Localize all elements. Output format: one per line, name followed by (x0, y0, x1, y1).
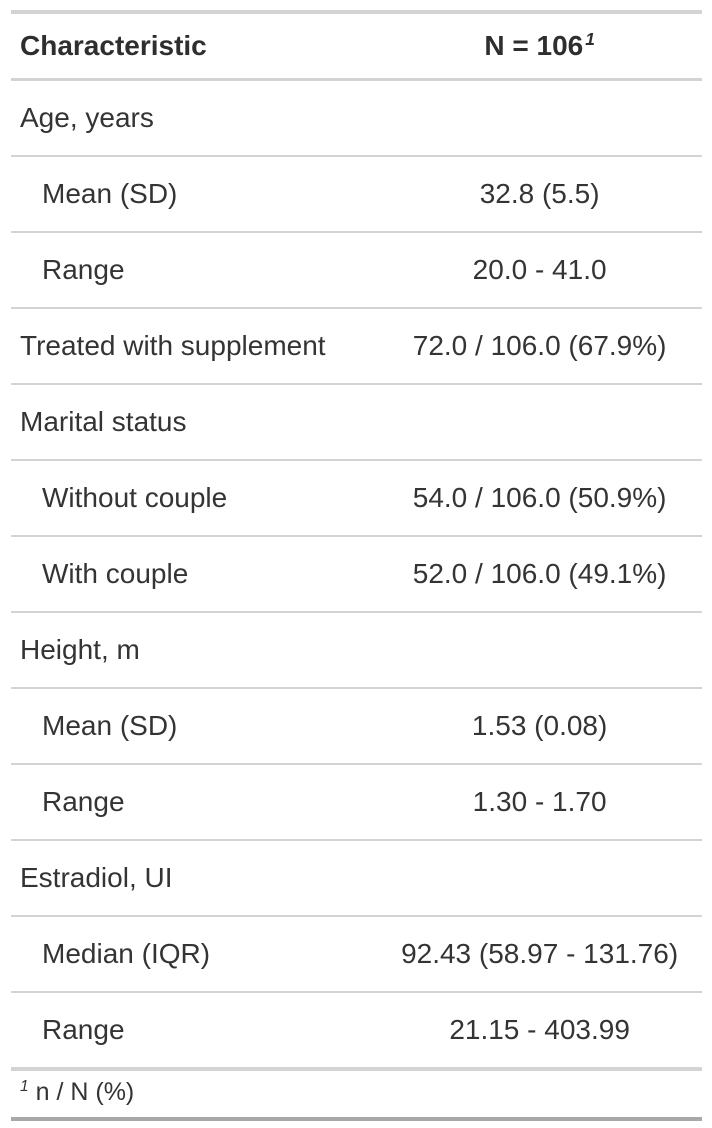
row-value (377, 80, 702, 157)
header-footnote-marker: 1 (585, 28, 595, 49)
row-value (377, 612, 702, 688)
row-label: Height, m (20, 634, 140, 665)
row-label: Treated with supplement (20, 330, 326, 361)
column-header-n: N = 106 1 (377, 12, 702, 80)
row-label: Range (42, 1014, 125, 1045)
row-label: Mean (SD) (42, 178, 178, 209)
footnote: 1 n / N (%) (11, 1069, 702, 1119)
row-value (377, 384, 702, 460)
table-row: Treated with supplement 72.0 / 106.0 (67.… (11, 308, 702, 384)
column-header-n-label: N = 106 (484, 30, 584, 61)
footnote-text: n / N (%) (35, 1078, 135, 1106)
row-label: With couple (42, 558, 189, 589)
table-row: With couple 52.0 / 106.0 (49.1%) (11, 536, 702, 612)
row-value: 52.0 / 106.0 (49.1%) (412, 558, 667, 589)
row-label: Marital status (20, 406, 187, 437)
table-row: Range 21.15 - 403.99 (11, 992, 702, 1069)
row-label: Range (42, 786, 125, 817)
table-row: Median (IQR) 92.43 (58.97 - 131.76) (11, 916, 702, 992)
row-value: 32.8 (5.5) (479, 178, 600, 209)
table-header: Characteristic N = 106 1 (11, 12, 702, 80)
table-row: Range 1.30 - 1.70 (11, 764, 702, 840)
row-label: Estradiol, UI (20, 862, 173, 893)
row-label: Without couple (42, 482, 228, 513)
row-value: 20.0 - 41.0 (472, 254, 607, 285)
table-row: Mean (SD) 32.8 (5.5) (11, 156, 702, 232)
row-value: 92.43 (58.97 - 131.76) (401, 938, 679, 969)
table-row: Age, years (11, 80, 702, 157)
table-row: Height, m (11, 612, 702, 688)
table-row: Range 20.0 - 41.0 (11, 232, 702, 308)
row-value: 21.15 - 403.99 (449, 1014, 630, 1045)
header-row: Characteristic N = 106 1 (11, 12, 702, 80)
table-body: Age, years Mean (SD) 32.8 (5.5) Range 20.0 -… (11, 80, 702, 1069)
row-label: Range (42, 254, 125, 285)
row-label: Age, years (20, 102, 154, 133)
column-header-characteristic: Characteristic (20, 30, 207, 61)
row-label: Median (IQR) (42, 938, 211, 969)
row-value: 72.0 / 106.0 (67.9%) (412, 330, 667, 361)
row-value: 54.0 / 106.0 (50.9%) (412, 482, 667, 513)
table-row: Estradiol, UI (11, 840, 702, 916)
table-row: Mean (SD) 1.53 (0.08) (11, 688, 702, 764)
footnote-row: 1 n / N (%) (11, 1069, 702, 1119)
row-value (377, 840, 702, 916)
table-row: Marital status (11, 384, 702, 460)
row-value: 1.53 (0.08) (471, 710, 608, 741)
table-row: Without couple 54.0 / 106.0 (50.9%) (11, 460, 702, 536)
row-value: 1.30 - 1.70 (472, 786, 607, 817)
footnote-marker: 1 (20, 1077, 29, 1095)
summary-table: Characteristic N = 106 1 Age, years Mean (… (11, 10, 702, 1121)
table-footer: 1 n / N (%) (11, 1069, 702, 1119)
row-label: Mean (SD) (42, 710, 178, 741)
